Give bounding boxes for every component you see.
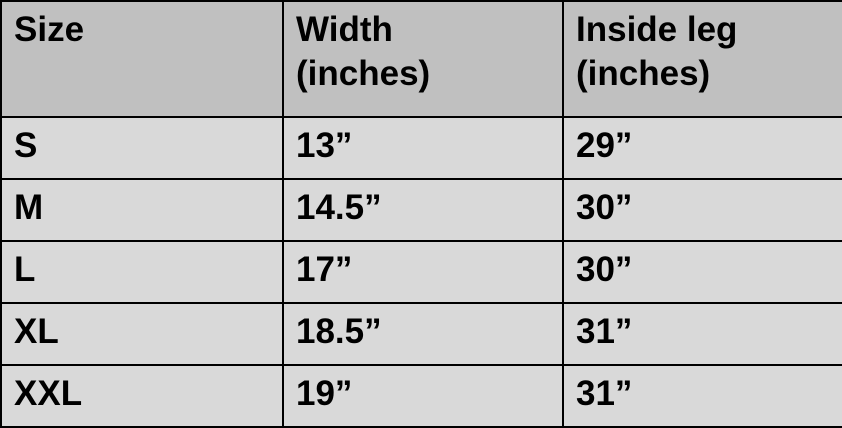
inside-leg-cell: 31” bbox=[562, 364, 842, 428]
header-text: Size bbox=[14, 10, 85, 49]
width-cell: 19” bbox=[282, 364, 564, 428]
table-row: L 17” 30” bbox=[0, 240, 842, 304]
header-unit: (inches) bbox=[296, 54, 431, 93]
width-cell: 14.5” bbox=[282, 178, 564, 242]
inside-leg-cell: 31” bbox=[562, 302, 842, 366]
header-size: Size bbox=[0, 0, 284, 118]
header-text: Inside leg bbox=[576, 10, 738, 49]
header-unit: (inches) bbox=[576, 54, 711, 93]
size-cell: S bbox=[0, 116, 284, 180]
inside-leg-cell: 30” bbox=[562, 178, 842, 242]
header-inside-leg: Inside leg (inches) bbox=[562, 0, 842, 118]
table-row: M 14.5” 30” bbox=[0, 178, 842, 242]
size-cell: XXL bbox=[0, 364, 284, 428]
table-row: S 13” 29” bbox=[0, 116, 842, 180]
header-row: Size Width (inches) Inside leg (inches) bbox=[0, 0, 842, 118]
width-cell: 18.5” bbox=[282, 302, 564, 366]
size-cell: L bbox=[0, 240, 284, 304]
header-text: Width bbox=[296, 10, 393, 49]
width-cell: 13” bbox=[282, 116, 564, 180]
size-cell: XL bbox=[0, 302, 284, 366]
size-cell: M bbox=[0, 178, 284, 242]
table-row: XXL 19” 31” bbox=[0, 364, 842, 428]
table-row: XL 18.5” 31” bbox=[0, 302, 842, 366]
inside-leg-cell: 29” bbox=[562, 116, 842, 180]
header-width: Width (inches) bbox=[282, 0, 564, 118]
inside-leg-cell: 30” bbox=[562, 240, 842, 304]
width-cell: 17” bbox=[282, 240, 564, 304]
